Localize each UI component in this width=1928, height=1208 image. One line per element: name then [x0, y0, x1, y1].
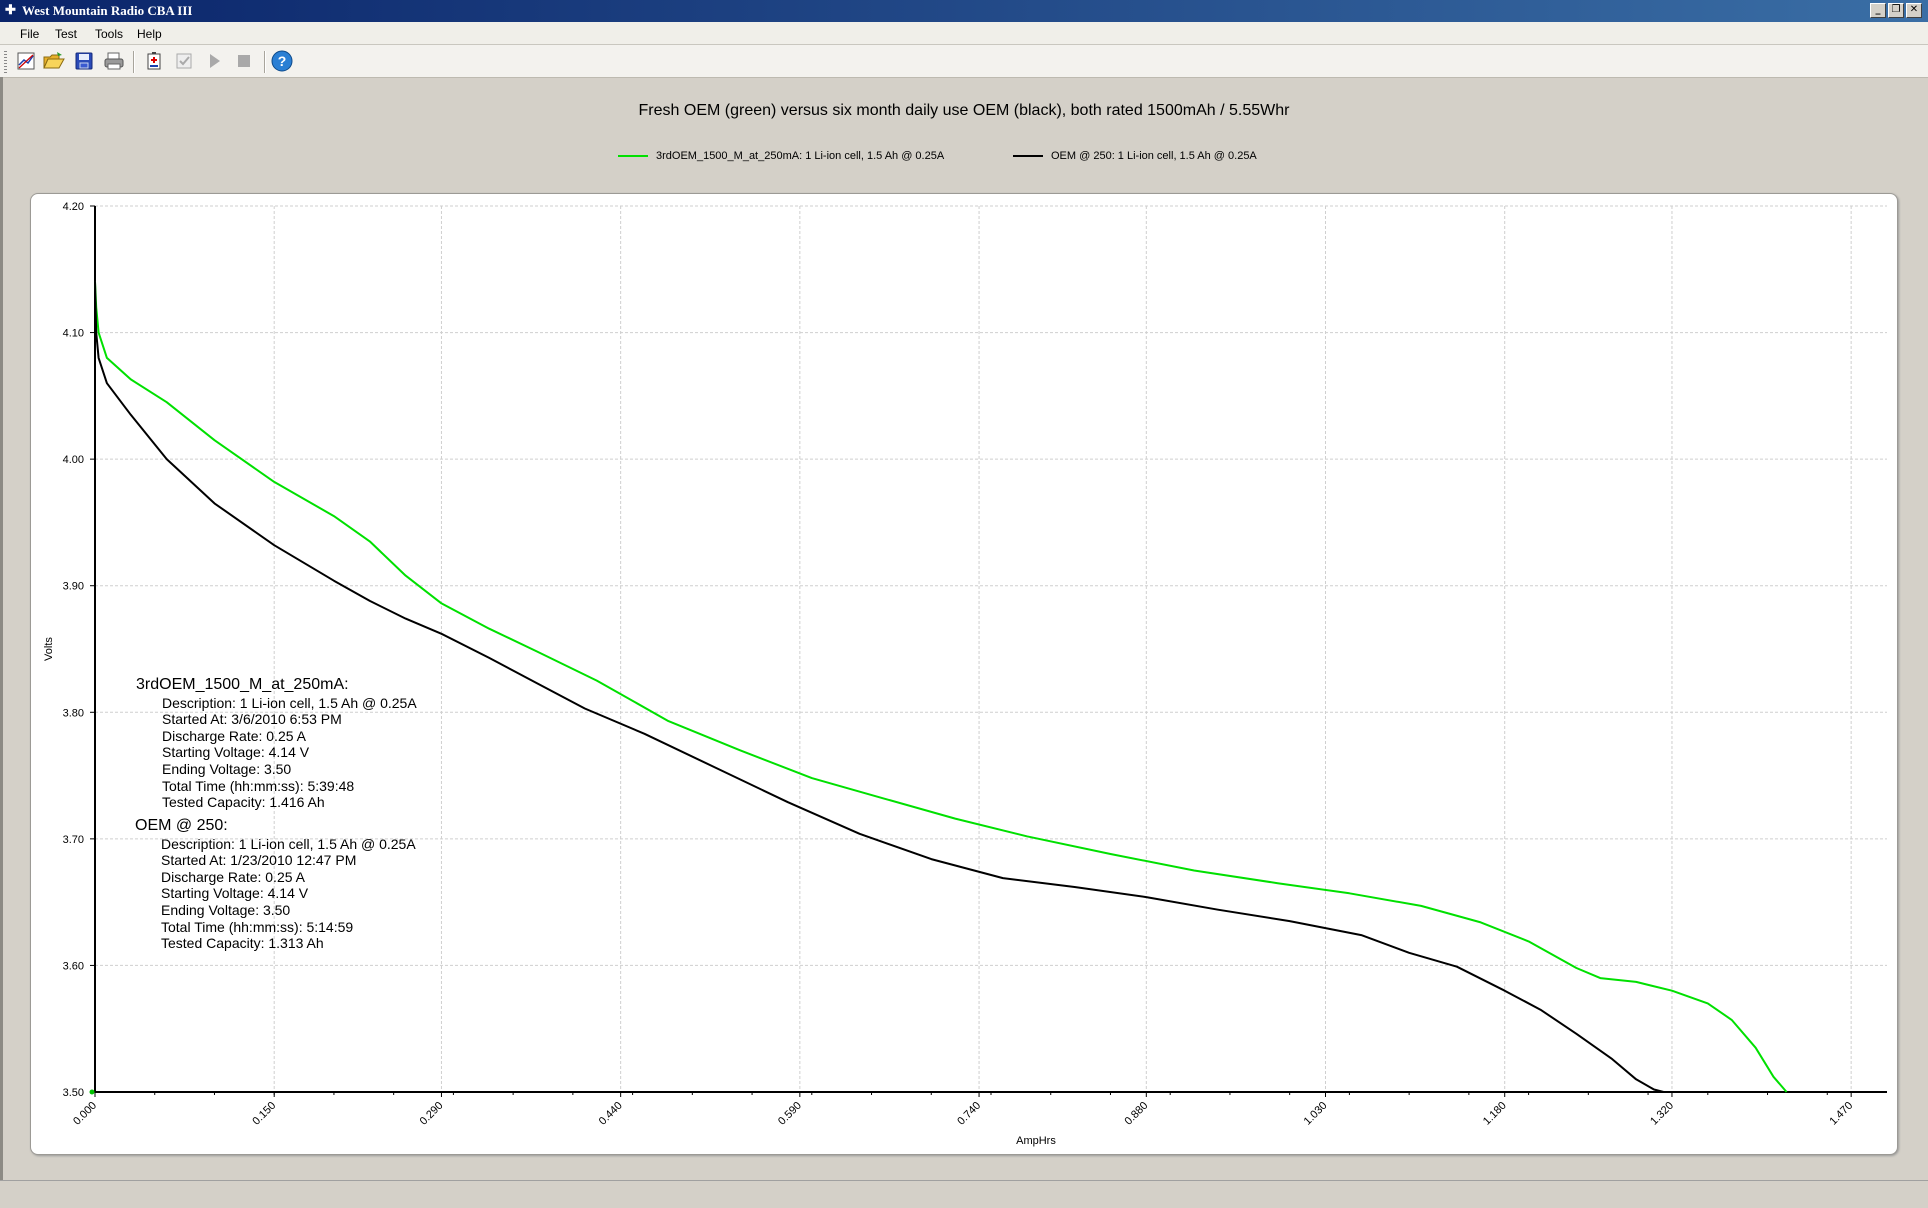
stop-icon	[232, 50, 256, 72]
menu-tools[interactable]: Tools	[95, 27, 124, 41]
y-tick-label: 4.00	[63, 454, 84, 466]
series-line-2	[94, 281, 1664, 1093]
menu-help[interactable]: Help	[137, 27, 162, 41]
y-tick-label: 3.50	[63, 1087, 84, 1099]
info-header: OEM @ 250:	[135, 817, 228, 834]
x-tick-label: 0.290	[418, 1100, 446, 1128]
save-icon[interactable]	[72, 50, 96, 72]
info-line: Started At: 3/6/2010 6:53 PM	[162, 711, 342, 728]
toolbar: ?	[0, 45, 1928, 78]
y-tick-label: 4.10	[63, 328, 84, 340]
y-axis-label: Volts	[43, 637, 55, 661]
x-tick-label: 0.590	[776, 1100, 804, 1128]
origin-marker	[89, 1089, 95, 1095]
info-block-series-1: 3rdOEM_1500_M_at_250mA: Description: 1 L…	[136, 676, 417, 811]
legend-item-series-2: OEM @ 250: 1 Li-ion cell, 1.5 Ah @ 0.25A	[1013, 150, 1257, 162]
info-line: Total Time (hh:mm:ss): 5:39:48	[162, 777, 355, 794]
title-bar: ✚ West Mountain Radio CBA III _ ❐ ✕	[0, 0, 1928, 22]
x-tick-label: 1.470	[1827, 1100, 1855, 1128]
new-graph-icon[interactable]	[14, 50, 38, 72]
window-title: West Mountain Radio CBA III	[22, 3, 193, 18]
x-tick-label: 0.150	[250, 1100, 278, 1128]
info-line: Ending Voltage: 3.50	[162, 760, 292, 777]
x-tick-label: 0.000	[71, 1100, 99, 1128]
close-icon[interactable]: ✕	[1906, 3, 1922, 18]
window-controls: _ ❐ ✕	[1870, 3, 1922, 18]
legend-label: 3rdOEM_1500_M_at_250mA: 1 Li-ion cell, 1…	[656, 150, 945, 162]
x-tick-label: 0.880	[1122, 1100, 1150, 1128]
open-folder-icon[interactable]	[42, 50, 66, 72]
legend-swatch	[618, 155, 648, 157]
info-line: Discharge Rate: 0.25 A	[162, 727, 306, 744]
legend-label: OEM @ 250: 1 Li-ion cell, 1.5 Ah @ 0.25A	[1051, 150, 1257, 162]
info-line: Starting Voltage: 4.14 V	[161, 885, 309, 902]
info-line: Tested Capacity: 1.313 Ah	[161, 935, 324, 952]
legend-swatch	[1013, 155, 1043, 157]
info-line: Discharge Rate: 0.25 A	[161, 868, 305, 885]
x-tick-label: 0.740	[955, 1100, 983, 1128]
plot-panel	[30, 193, 1898, 1155]
status-bar	[0, 1180, 1928, 1205]
info-line: Starting Voltage: 4.14 V	[162, 744, 310, 761]
info-line: Started At: 1/23/2010 12:47 PM	[161, 852, 357, 869]
y-tick-label: 3.80	[63, 707, 84, 719]
y-tick-label: 3.90	[63, 581, 84, 593]
chart-title: Fresh OEM (green) versus six month daily…	[638, 102, 1290, 119]
y-tick-label: 3.70	[63, 834, 84, 846]
x-axis-label: AmpHrs	[1016, 1135, 1056, 1147]
legend-item-series-1: 3rdOEM_1500_M_at_250mA: 1 Li-ion cell, 1…	[618, 150, 944, 162]
window-left-edge	[0, 77, 3, 1180]
toolbar-separator	[133, 51, 135, 73]
restore-icon[interactable]: ❐	[1888, 3, 1904, 18]
menu-file[interactable]: File	[20, 27, 40, 41]
info-line: Ending Voltage: 3.50	[161, 901, 291, 918]
series-line-1	[94, 281, 1788, 1093]
x-tick-label: 1.180	[1481, 1100, 1509, 1128]
y-tick-label: 3.60	[63, 960, 84, 972]
svg-text:?: ?	[278, 53, 287, 69]
info-line: Tested Capacity: 1.416 Ah	[162, 794, 325, 811]
add-battery-icon[interactable]	[142, 50, 166, 72]
info-line: Description: 1 Li-ion cell, 1.5 Ah @ 0.2…	[161, 835, 416, 852]
info-block-series-2: OEM @ 250: Description: 1 Li-ion cell, 1…	[135, 817, 416, 952]
menu-bar: File Test Tools Help	[0, 22, 1928, 45]
toolbar-grip[interactable]	[4, 51, 7, 73]
help-icon[interactable]: ?	[270, 50, 294, 72]
test-settings-icon	[172, 50, 196, 72]
toolbar-separator	[264, 51, 266, 73]
minimize-icon[interactable]: _	[1870, 3, 1886, 18]
y-tick-label: 4.20	[63, 201, 84, 213]
info-line: Total Time (hh:mm:ss): 5:14:59	[161, 918, 354, 935]
info-line: Description: 1 Li-ion cell, 1.5 Ah @ 0.2…	[162, 694, 417, 711]
app-icon: ✚	[5, 2, 16, 17]
info-header: 3rdOEM_1500_M_at_250mA:	[136, 676, 349, 693]
play-icon	[202, 50, 226, 72]
x-tick-label: 0.440	[597, 1100, 625, 1128]
x-tick-label: 1.030	[1302, 1100, 1330, 1128]
menu-test[interactable]: Test	[55, 27, 78, 41]
x-tick-label: 1.320	[1648, 1100, 1676, 1128]
print-icon[interactable]	[102, 50, 126, 72]
